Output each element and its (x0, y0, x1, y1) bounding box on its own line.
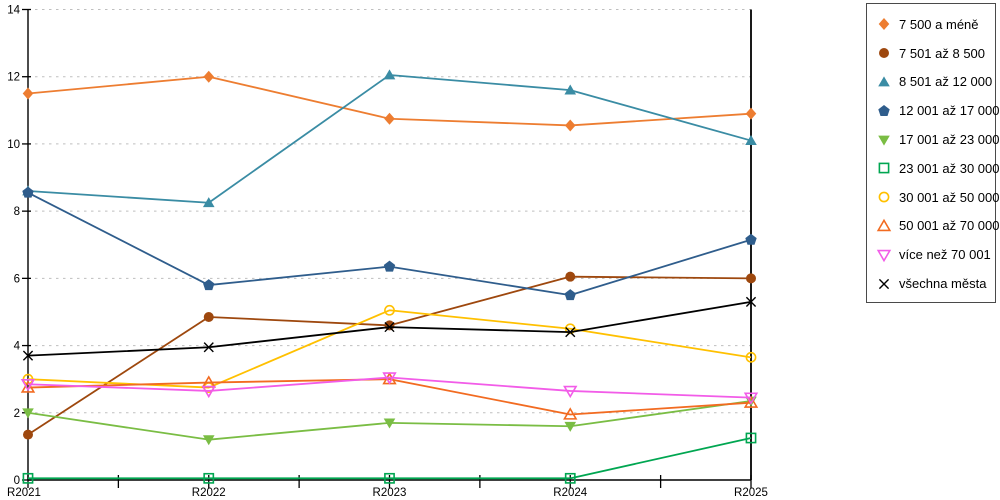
y-tick-label: 8 (14, 206, 20, 218)
y-tick-label: 6 (14, 273, 20, 285)
y-tick-label: 12 (7, 72, 20, 84)
legend-item: více než 70 001 (876, 240, 991, 269)
legend-label: 30 001 až 50 000 (899, 189, 1000, 205)
legend-label: 17 001 až 23 000 (899, 132, 1000, 148)
legend-item: 50 001 až 70 000 (876, 212, 999, 241)
legend-label: všechna města (899, 276, 987, 292)
legend-item: 17 001 až 23 000 (876, 125, 999, 154)
chart-legend: 7 500 a méně 7 501 až 8 500 8 501 až 12 00… (866, 3, 999, 303)
legend-label: více než 70 001 (899, 247, 991, 263)
series-line (27, 275, 752, 436)
y-tick-label: 4 (14, 341, 21, 353)
legend-item: 8 501 až 12 000 (876, 68, 993, 97)
series-line (27, 376, 752, 399)
y-tick-label: 14 (7, 5, 20, 17)
legend-marker-icon (878, 278, 890, 289)
series-line (27, 74, 752, 204)
series-line (27, 191, 752, 297)
legend-label: 12 001 až 17 000 (899, 103, 1000, 119)
legend-marker-icon (878, 191, 890, 203)
legend-item: 30 001 až 50 000 (876, 183, 999, 212)
legend-marker-icon (878, 135, 890, 146)
legend-label: 7 500 a méně (899, 16, 979, 32)
legend-marker-icon (876, 218, 892, 232)
x-tick-label: R2025 (734, 487, 768, 499)
x-tick-label: R2021 (7, 487, 41, 499)
legend-marker-icon (878, 76, 890, 87)
legend-label: 7 501 až 8 500 (899, 45, 986, 61)
legend-item: 12 001 až 17 000 (876, 96, 999, 125)
legend-marker-icon (878, 162, 890, 174)
legend-label: 50 001 až 70 000 (899, 218, 1000, 234)
legend-item: všechna města (876, 269, 989, 298)
legend-item: 7 500 a méně (876, 10, 989, 39)
legend-item: 23 001 až 30 000 (876, 154, 999, 183)
series-line (27, 378, 752, 416)
legend-label: 8 501 až 12 000 (899, 74, 993, 90)
legend-item: 7 501 až 8 500 (876, 39, 989, 68)
y-tick-label: 10 (7, 139, 20, 151)
x-tick-label: R2022 (192, 487, 226, 499)
y-tick-label: 0 (14, 475, 20, 487)
legend-marker-icon (879, 48, 889, 59)
legend-marker-icon (876, 249, 892, 262)
plot-area: 0 2 4 6 8 10 12 14 R2021 R2022 R2023 R2024 R2025 (7, 5, 768, 500)
x-tick-label: R2024 (553, 487, 587, 499)
legend-marker-icon (878, 104, 890, 116)
x-tick-label: R2023 (373, 487, 407, 499)
legend-label: 23 001 až 30 000 (899, 160, 1000, 176)
series-line (28, 437, 752, 480)
y-tick-label: 2 (14, 408, 20, 420)
legend-marker-icon (878, 18, 890, 31)
